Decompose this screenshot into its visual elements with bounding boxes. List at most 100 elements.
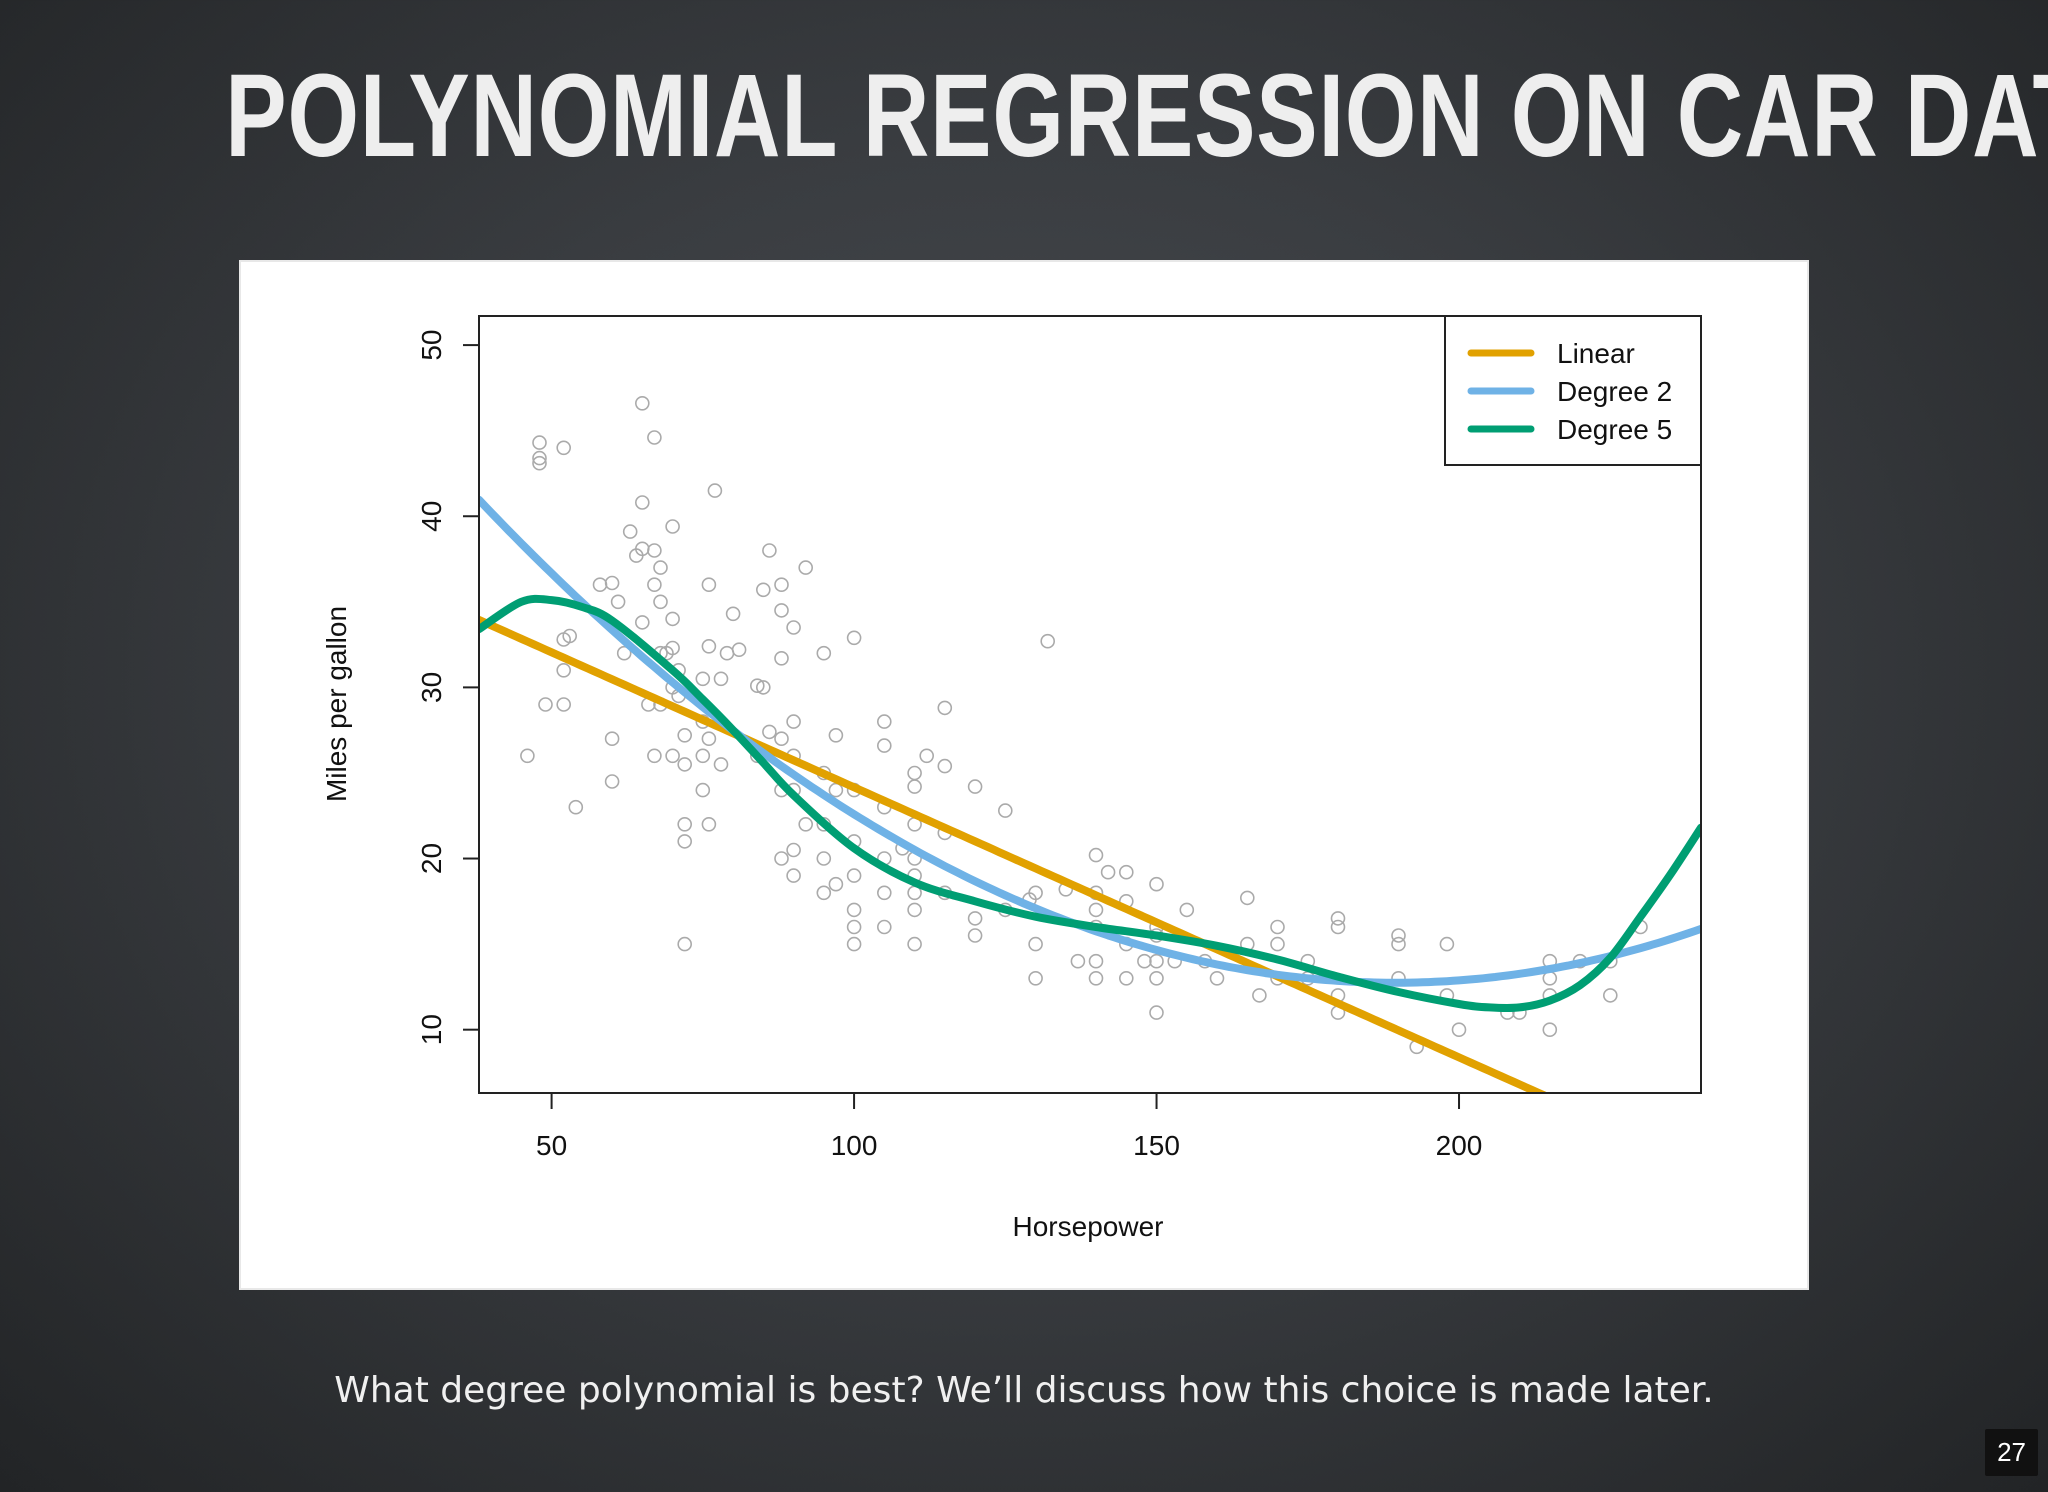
x-axis-label: Horsepower	[1013, 1211, 1164, 1242]
data-point	[568, 799, 584, 815]
data-point	[520, 748, 535, 764]
data-point	[967, 928, 983, 943]
data-point	[634, 615, 650, 630]
data-point	[1088, 902, 1104, 918]
data-point	[967, 779, 983, 794]
data-point	[665, 748, 680, 764]
data-point	[665, 640, 680, 656]
data-point	[1179, 902, 1195, 918]
data-point	[816, 885, 832, 901]
x-tick-label: 50	[536, 1130, 567, 1161]
y-tick-label: 40	[416, 501, 447, 532]
data-point	[556, 662, 572, 678]
data-point	[749, 678, 765, 694]
data-point	[592, 577, 608, 593]
data-point	[677, 816, 693, 832]
data-point	[695, 782, 711, 798]
slide-caption: What degree polynomial is best? We’ll di…	[334, 1370, 1714, 1411]
data-point	[1088, 953, 1104, 969]
data-point	[846, 868, 862, 883]
data-point	[701, 731, 717, 747]
data-point	[755, 582, 771, 598]
data-point	[1028, 936, 1043, 952]
data-point	[1118, 970, 1134, 986]
legend-label: Degree 5	[1557, 414, 1672, 445]
y-tick-label: 20	[416, 843, 447, 874]
x-tick-label: 100	[831, 1130, 878, 1161]
data-point	[907, 779, 922, 794]
data-point	[695, 748, 711, 764]
legend-label: Linear	[1557, 338, 1635, 369]
data-point	[562, 628, 578, 644]
data-point	[1137, 953, 1152, 969]
data-point	[653, 560, 668, 575]
data-point	[532, 455, 547, 471]
data-point	[1088, 847, 1104, 863]
data-point	[907, 936, 922, 952]
data-point	[556, 440, 572, 456]
data-point	[604, 575, 620, 591]
data-point	[1070, 953, 1086, 969]
data-point	[798, 816, 814, 832]
data-point	[846, 902, 862, 918]
data-point	[762, 543, 777, 558]
data-point	[786, 868, 801, 883]
data-point	[937, 700, 953, 716]
y-axis: 10 20 30 40 50	[416, 330, 480, 1045]
data-point	[755, 680, 771, 695]
legend-label: Degree 2	[1557, 376, 1672, 407]
data-point	[937, 758, 953, 774]
data-point	[725, 606, 741, 622]
data-point	[1330, 919, 1346, 935]
data-point	[701, 577, 717, 593]
data-point	[846, 919, 862, 935]
data-point	[1149, 1005, 1164, 1020]
data-point	[665, 611, 680, 627]
data-point	[1451, 1022, 1467, 1038]
data-point	[713, 757, 729, 772]
data-point	[677, 757, 693, 772]
y-tick-label: 30	[416, 672, 447, 703]
data-point	[876, 919, 892, 935]
data-point	[604, 731, 620, 747]
data-point	[610, 594, 626, 610]
y-tick-label: 10	[416, 1014, 447, 1045]
data-point	[707, 483, 723, 498]
data-point	[828, 876, 844, 892]
data-point	[786, 714, 801, 729]
data-point	[1270, 936, 1285, 952]
data-point	[1209, 970, 1225, 986]
series-line-linear	[479, 615, 1549, 1093]
data-point	[774, 731, 789, 747]
data-point	[1330, 911, 1346, 926]
data-point	[876, 885, 892, 901]
slide-title: POLYNOMIAL REGRESSION ON CAR DATA	[225, 50, 2048, 182]
data-point	[719, 645, 735, 661]
data-point	[876, 738, 892, 753]
data-point	[762, 724, 777, 740]
x-tick-label: 150	[1133, 1130, 1180, 1161]
x-axis: 50 100 150 200	[536, 1092, 1482, 1161]
data-point	[846, 630, 862, 646]
y-axis-label: Miles per gallon	[321, 606, 352, 802]
data-point	[816, 645, 832, 661]
data-point	[876, 714, 892, 729]
data-point	[532, 435, 547, 450]
data-point	[538, 697, 553, 712]
data-point	[1028, 970, 1043, 986]
data-point	[647, 748, 662, 764]
data-point	[731, 642, 747, 658]
data-point	[647, 543, 662, 558]
points-layer	[520, 396, 1648, 1055]
data-point	[604, 774, 620, 789]
data-point	[1391, 936, 1406, 952]
data-point	[532, 450, 547, 466]
data-point	[713, 671, 729, 687]
data-point	[556, 697, 572, 712]
data-point	[616, 645, 632, 661]
data-point	[1149, 953, 1164, 969]
page-number: 27	[1985, 1429, 2038, 1476]
data-point	[1149, 876, 1164, 892]
data-point	[774, 851, 789, 866]
data-point	[907, 902, 922, 918]
